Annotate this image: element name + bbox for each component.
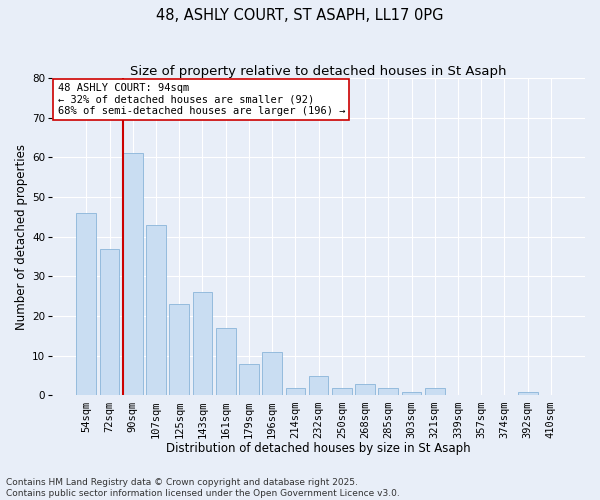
Bar <box>425 388 445 396</box>
Text: Contains HM Land Registry data © Crown copyright and database right 2025.
Contai: Contains HM Land Registry data © Crown c… <box>6 478 400 498</box>
Bar <box>286 388 305 396</box>
Bar <box>262 352 282 396</box>
Bar <box>100 248 119 396</box>
Bar <box>332 388 352 396</box>
Bar <box>518 392 538 396</box>
Bar <box>193 292 212 396</box>
Y-axis label: Number of detached properties: Number of detached properties <box>15 144 28 330</box>
Title: Size of property relative to detached houses in St Asaph: Size of property relative to detached ho… <box>130 65 507 78</box>
Bar <box>401 392 421 396</box>
Bar <box>239 364 259 396</box>
Bar <box>169 304 189 396</box>
Bar <box>309 376 328 396</box>
Text: 48 ASHLY COURT: 94sqm
← 32% of detached houses are smaller (92)
68% of semi-deta: 48 ASHLY COURT: 94sqm ← 32% of detached … <box>58 83 345 116</box>
Bar <box>216 328 236 396</box>
X-axis label: Distribution of detached houses by size in St Asaph: Distribution of detached houses by size … <box>166 442 471 455</box>
Bar <box>379 388 398 396</box>
Bar <box>76 213 96 396</box>
Bar <box>146 225 166 396</box>
Bar <box>123 154 143 396</box>
Bar <box>355 384 375 396</box>
Text: 48, ASHLY COURT, ST ASAPH, LL17 0PG: 48, ASHLY COURT, ST ASAPH, LL17 0PG <box>156 8 444 22</box>
